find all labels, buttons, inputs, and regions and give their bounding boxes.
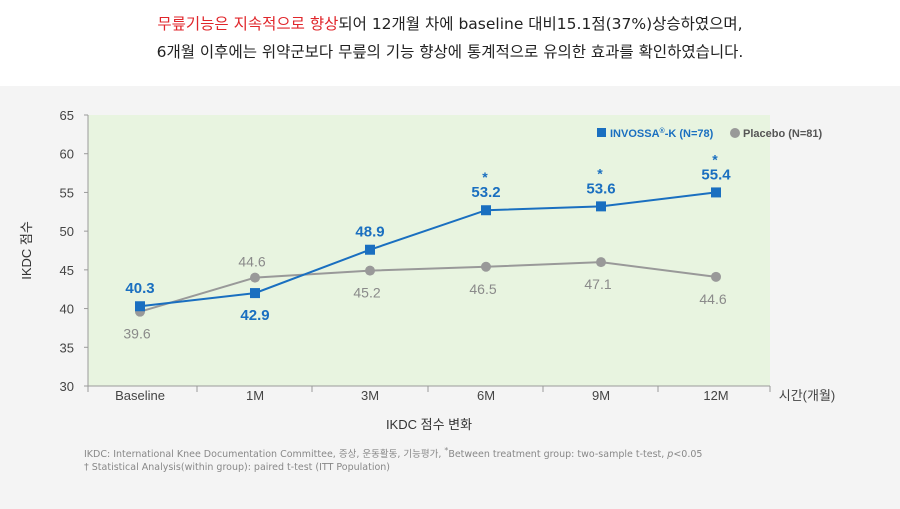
invossa-data-label: 53.2 [471,184,500,201]
invossa-point [481,205,491,216]
headline-line-1: 무릎기능은 지속적으로 향상되어 12개월 차에 baseline 대비15.1… [0,10,900,38]
y-axis-label: IKDC 점수 [19,221,34,280]
invossa-data-label: 40.3 [125,280,154,297]
x-axis-label: IKDC 점수 변화 [386,417,472,432]
footnote-1: IKDC: International Knee Documentation C… [84,446,702,460]
placebo-point [596,257,606,268]
placebo-point [250,272,260,283]
footnote-1-c: <0.05 [673,449,703,461]
footnote-1-p: p [667,449,674,461]
invossa-data-label: 48.9 [355,224,384,241]
invossa-point [250,288,260,299]
significance-marker: * [482,169,488,185]
placebo-data-label: 39.6 [123,326,150,342]
footnote-1-a: IKDC: International Knee Documentation C… [84,449,445,461]
placebo-data-label: 45.2 [353,285,380,301]
x-unit-label: 시간(개월) [779,388,836,403]
placebo-data-label: 46.5 [469,281,496,297]
placebo-point [711,271,721,282]
invossa-point [596,201,606,212]
y-tick-label: 65 [60,108,74,123]
invossa-data-label: 55.4 [701,166,731,183]
invossa-data-label: 42.9 [240,307,269,324]
footnote-1-b: Between treatment group: two-sample t-te… [448,449,668,461]
placebo-point [365,265,375,276]
placebo-data-label: 47.1 [584,276,611,292]
y-tick-label: 35 [60,340,74,355]
footnote-2: † Statistical Analysis(within group): pa… [84,462,391,473]
y-tick-label: 60 [60,147,74,162]
y-tick-label: 45 [60,263,74,278]
y-tick-label: 55 [60,185,74,200]
placebo-data-label: 44.6 [238,254,265,270]
invossa-point [711,187,721,198]
x-tick-label: 9M [592,388,610,403]
placebo-series-line [139,261,717,313]
placebo-point [481,261,491,272]
significance-marker: * [597,165,603,181]
invossa-data-label: 53.6 [586,180,615,197]
headline-line-2: 6개월 이후에는 위약군보다 무릎의 기능 향상에 통계적으로 유의한 효과를 … [156,43,744,61]
x-tick-label: 6M [477,388,495,403]
chart-panel: 30 35 40 45 50 55 60 65 IKDC 점수 Baseline 1M 3M 6M 9M 1… [0,86,900,509]
legend-placebo-swatch [730,128,740,138]
significance-marker: * [712,151,718,167]
legend-invossa-label: INVOSSA®-K (N=78) [610,127,714,140]
y-tick-label: 50 [60,224,74,239]
placebo-data-label: 44.6 [699,291,726,307]
footnote-1-star: * [444,446,449,455]
ikdc-line-chart: 30 35 40 45 50 55 60 65 IKDC 점수 Baseline 1M 3M 6M 9M 1… [19,108,836,432]
legend-invossa-swatch [597,128,606,137]
headline-highlight-2: 지속적으로 향상 [233,15,339,33]
x-tick-label: 12M [703,388,728,403]
invossa-point [365,244,375,255]
x-tick-label: 1M [246,388,264,403]
legend-placebo-label: Placebo (N=81) [743,128,823,140]
invossa-point [135,301,145,312]
headline: 무릎기능은 지속적으로 향상되어 12개월 차에 baseline 대비15.1… [0,10,900,66]
plot-area [88,115,770,386]
x-tick-label: 3M [361,388,379,403]
invossa-series-line [139,191,717,308]
x-tick-label: Baseline [115,388,165,403]
y-tick-label: 40 [60,302,74,317]
headline-line-1-rest: 되어 12개월 차에 baseline 대비15.1점(37%)상승하였으며, [338,15,743,33]
y-tick-label: 30 [60,379,74,394]
headline-highlight-1: 무릎기능은 [157,15,229,33]
